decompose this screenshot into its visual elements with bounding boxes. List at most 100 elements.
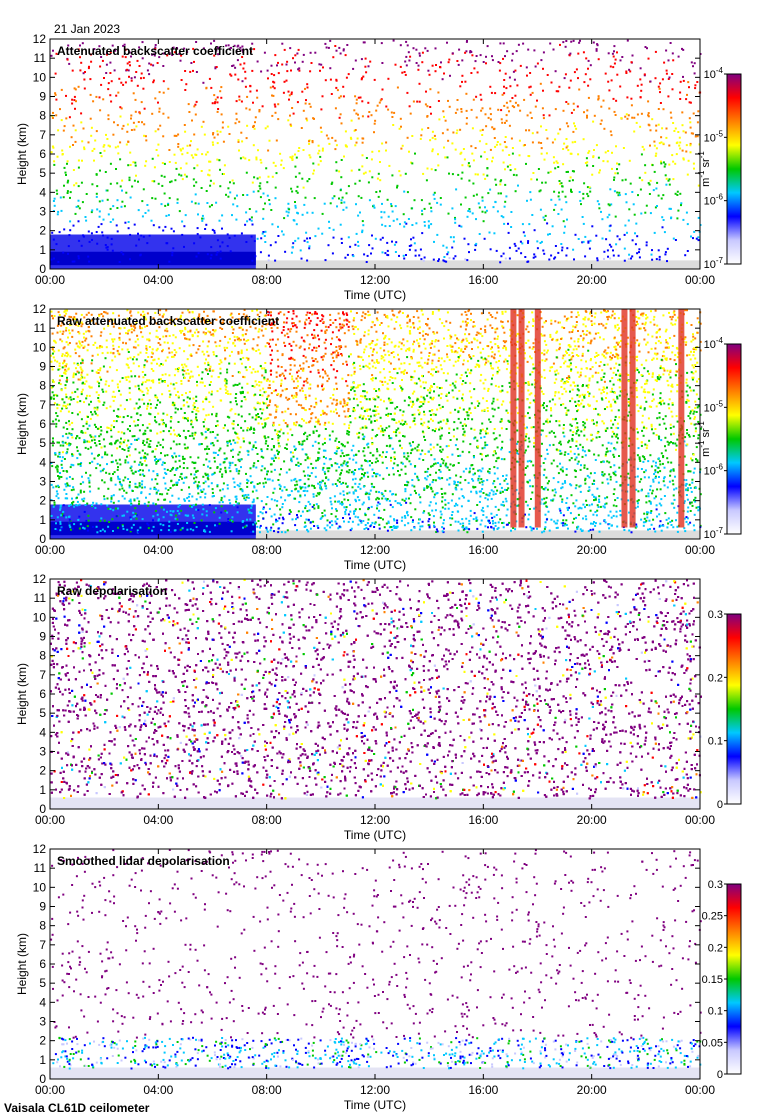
y-tick-label: 5	[39, 436, 46, 450]
panel-title: Raw attenuated backscatter coefficient	[57, 314, 279, 328]
colorbar	[726, 613, 742, 805]
y-tick-label: 6	[39, 147, 46, 161]
y-tick-label: 6	[39, 417, 46, 431]
y-axis-label: Height (km)	[15, 933, 29, 995]
y-tick-label: 0	[39, 1072, 46, 1086]
x-tick-label: 20:00	[577, 813, 607, 827]
y-tick-label: 7	[39, 938, 46, 952]
y-tick-label: 12	[33, 842, 47, 856]
y-axis-label: Height (km)	[15, 393, 29, 455]
x-tick-label: 08:00	[252, 273, 282, 287]
x-tick-label: 12:00	[360, 273, 390, 287]
x-tick-label: 04:00	[143, 273, 173, 287]
colorbar	[726, 73, 742, 265]
colorbar-tick-label: 0.1	[708, 736, 723, 748]
y-tick-label: 3	[39, 745, 46, 759]
y-tick-label: 10	[33, 880, 47, 894]
x-tick-label: 00:00	[685, 543, 715, 557]
y-tick-label: 11	[34, 861, 47, 875]
colorbar-tick-label: 0.3	[708, 879, 723, 891]
x-axis-label: Time (UTC)	[344, 558, 406, 572]
y-tick-label: 3	[39, 1015, 46, 1029]
x-tick-label: 16:00	[468, 813, 498, 827]
y-tick-label: 1	[39, 783, 46, 797]
x-tick-label: 00:00	[685, 1083, 715, 1097]
y-tick-label: 7	[39, 128, 46, 142]
y-tick-label: 7	[39, 668, 46, 682]
y-tick-label: 9	[39, 90, 46, 104]
y-tick-label: 4	[39, 725, 46, 739]
colorbar-tick-label: 0.2	[708, 672, 723, 684]
colorbar-tick-label: 10-4	[704, 66, 724, 81]
x-tick-label: 20:00	[577, 1083, 607, 1097]
colorbar-units: m-1 sr-1	[697, 421, 712, 457]
y-tick-label: 12	[33, 572, 47, 586]
y-tick-label: 5	[39, 166, 46, 180]
x-tick-label: 04:00	[143, 1083, 173, 1097]
colorbar-tick-label: 0	[717, 1069, 723, 1081]
instrument-label: Vaisala CL61D ceilometer	[4, 1101, 150, 1115]
x-tick-label: 20:00	[577, 543, 607, 557]
heatmap-texture	[50, 309, 702, 539]
panel-title: Attenuated backscatter coefficient	[57, 44, 253, 58]
x-tick-label: 08:00	[252, 543, 282, 557]
y-tick-label: 2	[39, 1034, 46, 1048]
y-tick-label: 9	[39, 360, 46, 374]
y-tick-label: 10	[33, 70, 47, 84]
panel-3	[49, 578, 742, 810]
heatmap-texture	[50, 579, 702, 809]
colorbar-tick-label: 10-6	[704, 463, 724, 478]
x-tick-label: 00:00	[35, 813, 65, 827]
colorbar	[726, 343, 742, 535]
y-tick-label: 0	[39, 532, 46, 546]
x-tick-label: 16:00	[468, 273, 498, 287]
x-tick-label: 12:00	[360, 813, 390, 827]
y-axis-label: Height (km)	[15, 663, 29, 725]
colorbar-tick-label: 0.25	[702, 911, 723, 923]
colorbar-tick-label: 0.2	[708, 942, 723, 954]
colorbar	[726, 883, 742, 1075]
colorbar-tick-label: 10-7	[704, 256, 724, 271]
y-tick-label: 10	[33, 610, 47, 624]
x-tick-label: 00:00	[35, 273, 65, 287]
y-tick-label: 12	[33, 32, 47, 46]
y-tick-label: 8	[39, 649, 46, 663]
y-tick-label: 0	[39, 802, 46, 816]
x-tick-label: 16:00	[468, 543, 498, 557]
y-tick-label: 11	[34, 591, 47, 605]
y-tick-label: 9	[39, 900, 46, 914]
y-tick-label: 4	[39, 995, 46, 1009]
y-tick-label: 1	[39, 513, 46, 527]
panel-title: Raw depolarisation	[57, 584, 167, 598]
y-tick-label: 3	[39, 205, 46, 219]
colorbar-tick-label: 0.3	[708, 609, 723, 621]
y-tick-label: 6	[39, 957, 46, 971]
colorbar-tick-label: 0.1	[708, 1006, 723, 1018]
y-tick-label: 6	[39, 687, 46, 701]
colorbar-tick-label: 10-5	[704, 129, 724, 144]
y-tick-label: 8	[39, 919, 46, 933]
colorbar-tick-label: 10-5	[704, 399, 724, 414]
colorbar-tick-label: 0.05	[702, 1037, 723, 1049]
y-tick-label: 5	[39, 706, 46, 720]
x-axis-label: Time (UTC)	[344, 828, 406, 842]
y-tick-label: 9	[39, 630, 46, 644]
y-tick-label: 1	[39, 243, 46, 257]
x-tick-label: 00:00	[35, 1083, 65, 1097]
y-tick-label: 0	[39, 262, 46, 276]
y-tick-label: 4	[39, 185, 46, 199]
y-tick-label: 11	[34, 321, 47, 335]
y-tick-label: 2	[39, 224, 46, 238]
colorbar-tick-label: 0.15	[702, 974, 723, 986]
y-tick-label: 5	[39, 976, 46, 990]
panel-2: 10-7 10-6 10-5 10-4 m-1 sr-1	[49, 308, 742, 541]
panel-title: Smoothed lidar depolarisation	[57, 854, 230, 868]
y-tick-label: 3	[39, 475, 46, 489]
colorbar-units: m-1 sr-1	[697, 151, 712, 187]
y-tick-label: 7	[39, 398, 46, 412]
colorbar-tick-label: 10-4	[704, 336, 724, 351]
date-label: 21 Jan 2023	[54, 22, 121, 36]
x-tick-label: 00:00	[685, 273, 715, 287]
colorbar-tick-label: 10-6	[704, 193, 724, 208]
panel-4	[49, 848, 742, 1080]
